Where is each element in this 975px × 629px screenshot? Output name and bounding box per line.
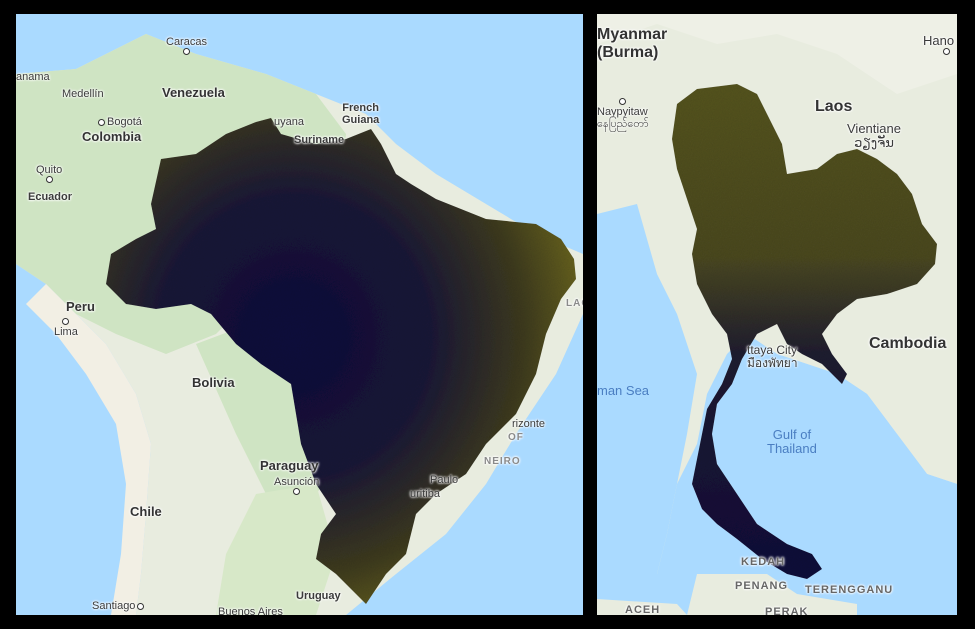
label-pattaya: ttaya City มืองพัทยา xyxy=(747,343,798,371)
label-paraguay: Paraguay xyxy=(260,458,319,473)
base-map-southeast-asia xyxy=(597,14,957,615)
label-myanmar: Myanmar (Burma) xyxy=(597,26,668,61)
label-penang: PENANG xyxy=(735,580,789,592)
label-curitiba: uritiba xyxy=(410,488,440,500)
label-belo-horizonte: rizonte xyxy=(512,418,546,430)
label-quito: Quito xyxy=(36,164,62,184)
label-guyana: uyana xyxy=(274,116,304,128)
label-sao-paulo: Paulo xyxy=(430,474,459,486)
label-bolivia: Bolivia xyxy=(192,375,235,390)
label-uruguay: Uruguay xyxy=(296,590,341,602)
label-lago: LAGO xyxy=(566,298,583,309)
label-french-guiana: French Guiana xyxy=(342,102,380,127)
label-kedah: KEDAH xyxy=(741,556,786,568)
label-vientiane: Vientiane ວຽງຈັນ xyxy=(847,121,901,151)
label-naypyitaw: Naypyitaw နေပြည်တော် xyxy=(597,98,649,130)
base-map-south-america xyxy=(16,34,583,615)
thailand-data-overlay xyxy=(672,84,937,579)
label-andaman-sea: man Sea xyxy=(597,383,650,398)
label-colombia: Colombia xyxy=(82,129,142,144)
label-suriname: Suriname xyxy=(294,134,345,146)
map-panel-thailand[interactable]: Myanmar (Burma) Naypyitaw နေပြည်တော် Hano … xyxy=(597,14,957,615)
label-rio-neiro: NEIRO xyxy=(484,456,521,467)
label-terengganu: TERENGGANU xyxy=(805,584,894,596)
label-chile: Chile xyxy=(130,504,162,519)
label-caracas: Caracas xyxy=(166,36,207,56)
map-panel-brazil[interactable]: Caracas anama Medellín Venezuela Bogotá … xyxy=(16,14,583,615)
label-aceh: ACEH xyxy=(625,604,661,615)
label-santiago: Santiago xyxy=(92,600,146,612)
label-perak: PERAK xyxy=(765,606,809,615)
label-medellin: Medellín xyxy=(62,88,104,100)
label-hanoi: Hano xyxy=(923,33,954,56)
label-asuncion: Asunción xyxy=(274,476,319,496)
brazil-data-overlay xyxy=(106,118,576,604)
label-laos: Laos xyxy=(815,98,853,115)
label-rio-of: OF xyxy=(508,432,524,443)
label-peru: Peru xyxy=(66,299,95,314)
label-buenos-aires: Buenos Aires xyxy=(218,606,283,615)
label-lima: Lima xyxy=(54,318,78,338)
label-panama: anama xyxy=(16,71,50,83)
label-gulf-of-thailand: Gulf of Thailand xyxy=(767,427,817,457)
label-venezuela: Venezuela xyxy=(162,85,225,100)
label-cambodia: Cambodia xyxy=(869,335,947,352)
label-bogota: Bogotá xyxy=(98,116,142,128)
label-ecuador: Ecuador xyxy=(28,191,73,203)
